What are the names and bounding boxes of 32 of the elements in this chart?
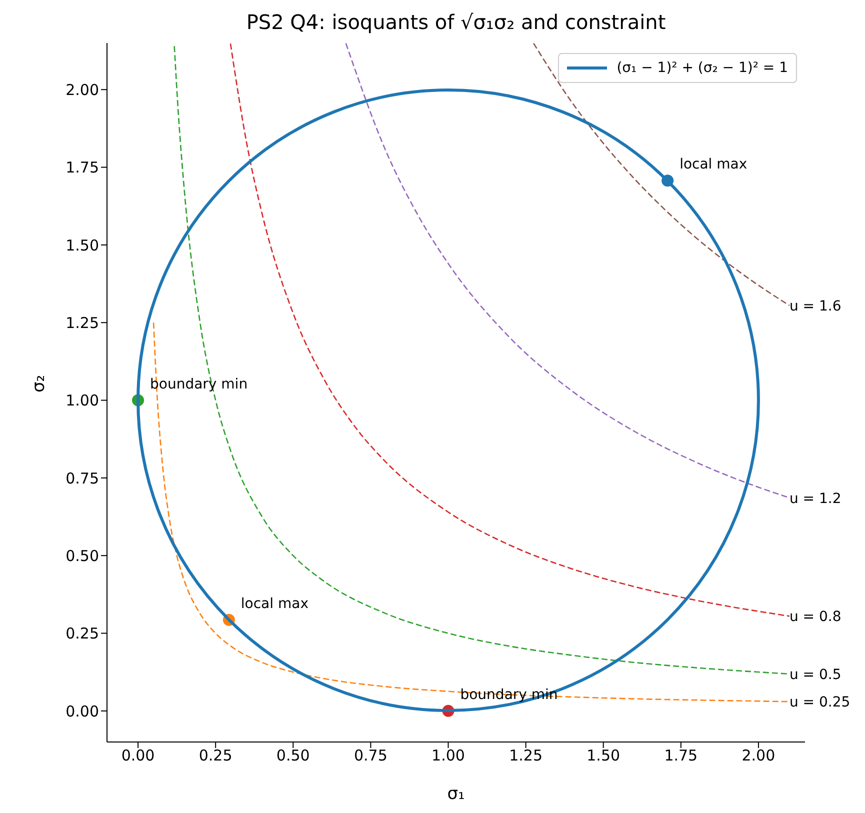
y-tick-label: 1.50 [66,236,99,254]
y-tick-label: 0.00 [66,702,99,720]
annotation: u = 0.25 [789,694,850,711]
annotation: (σ₁ − 1)² + (σ₂ − 1)² = 1 [616,60,788,76]
annotation: local max [240,596,308,612]
y-axis-title: σ₂ [29,374,50,392]
annotation: local max [680,156,748,173]
x-axis-title: σ₁ [447,784,465,804]
chart-title: PS2 Q4: isoquants of √σ₁σ₂ and constraint [245,10,667,34]
annotation: u = 0.5 [789,666,842,683]
x-tick-label: 1.75 [664,746,698,765]
y-tick-label: 0.50 [66,546,99,565]
x-tick-label: 0.00 [121,746,155,765]
y-tick-label: 1.75 [66,158,99,177]
y-tick-label: 0.75 [66,469,99,488]
line-series [152,322,790,702]
y-tick-label: 1.25 [66,314,99,332]
x-tick-label: 2.00 [742,746,776,765]
y-tick-label: 1.00 [66,392,99,410]
x-tick-label: 0.75 [354,746,388,765]
x-tick-label: 1.50 [586,746,620,765]
annotation: u = 0.8 [789,609,842,626]
x-tick-label: 0.25 [198,746,232,765]
x-tick-label: 1.25 [509,746,543,765]
line-series [532,43,790,306]
y-tick-label: 0.25 [66,624,99,643]
x-tick-label: 1.00 [432,746,465,765]
y-tick-label: 2.00 [66,80,99,99]
annotation: u = 1.6 [789,298,842,315]
annotation: boundary min [150,376,248,392]
x-tick-label: 0.50 [276,746,310,765]
annotation: u = 1.2 [789,490,842,507]
